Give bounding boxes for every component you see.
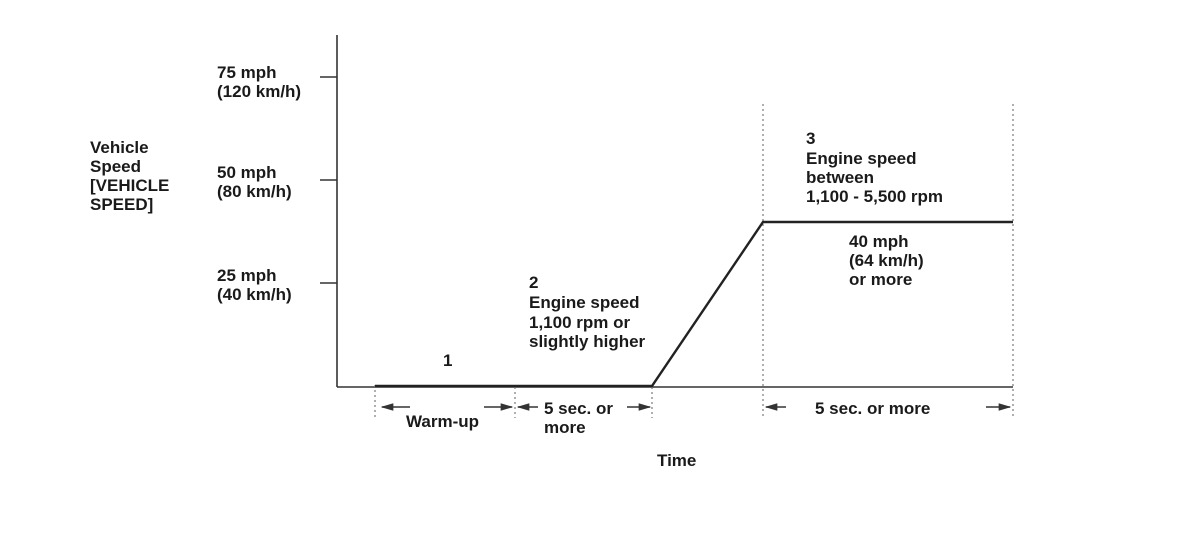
- phase-1-duration: Warm-up: [406, 412, 479, 431]
- phase-2-label: 2 Engine speed 1,100 rpm or slightly hig…: [529, 273, 646, 351]
- phase-2-duration: 5 sec. or more: [544, 399, 618, 437]
- phase-3-label: 3 Engine speed between 1,100 - 5,500 rpm: [806, 129, 943, 206]
- phase-1-number: 1: [443, 351, 452, 370]
- y-tick-label-75mph: 75 mph (120 km/h): [217, 63, 301, 101]
- vehicle-speed-trace: [375, 220, 1013, 388]
- x-axis-title: Time: [657, 451, 696, 470]
- phase-3-duration: 5 sec. or more: [815, 399, 930, 418]
- plateau-speed-label: 40 mph (64 km/h) or more: [849, 232, 928, 289]
- y-tick-label-50mph: 50 mph (80 km/h): [217, 163, 292, 201]
- y-tick-label-25mph: 25 mph (40 km/h): [217, 266, 292, 304]
- y-axis-title: Vehicle Speed [VEHICLE SPEED]: [90, 138, 174, 214]
